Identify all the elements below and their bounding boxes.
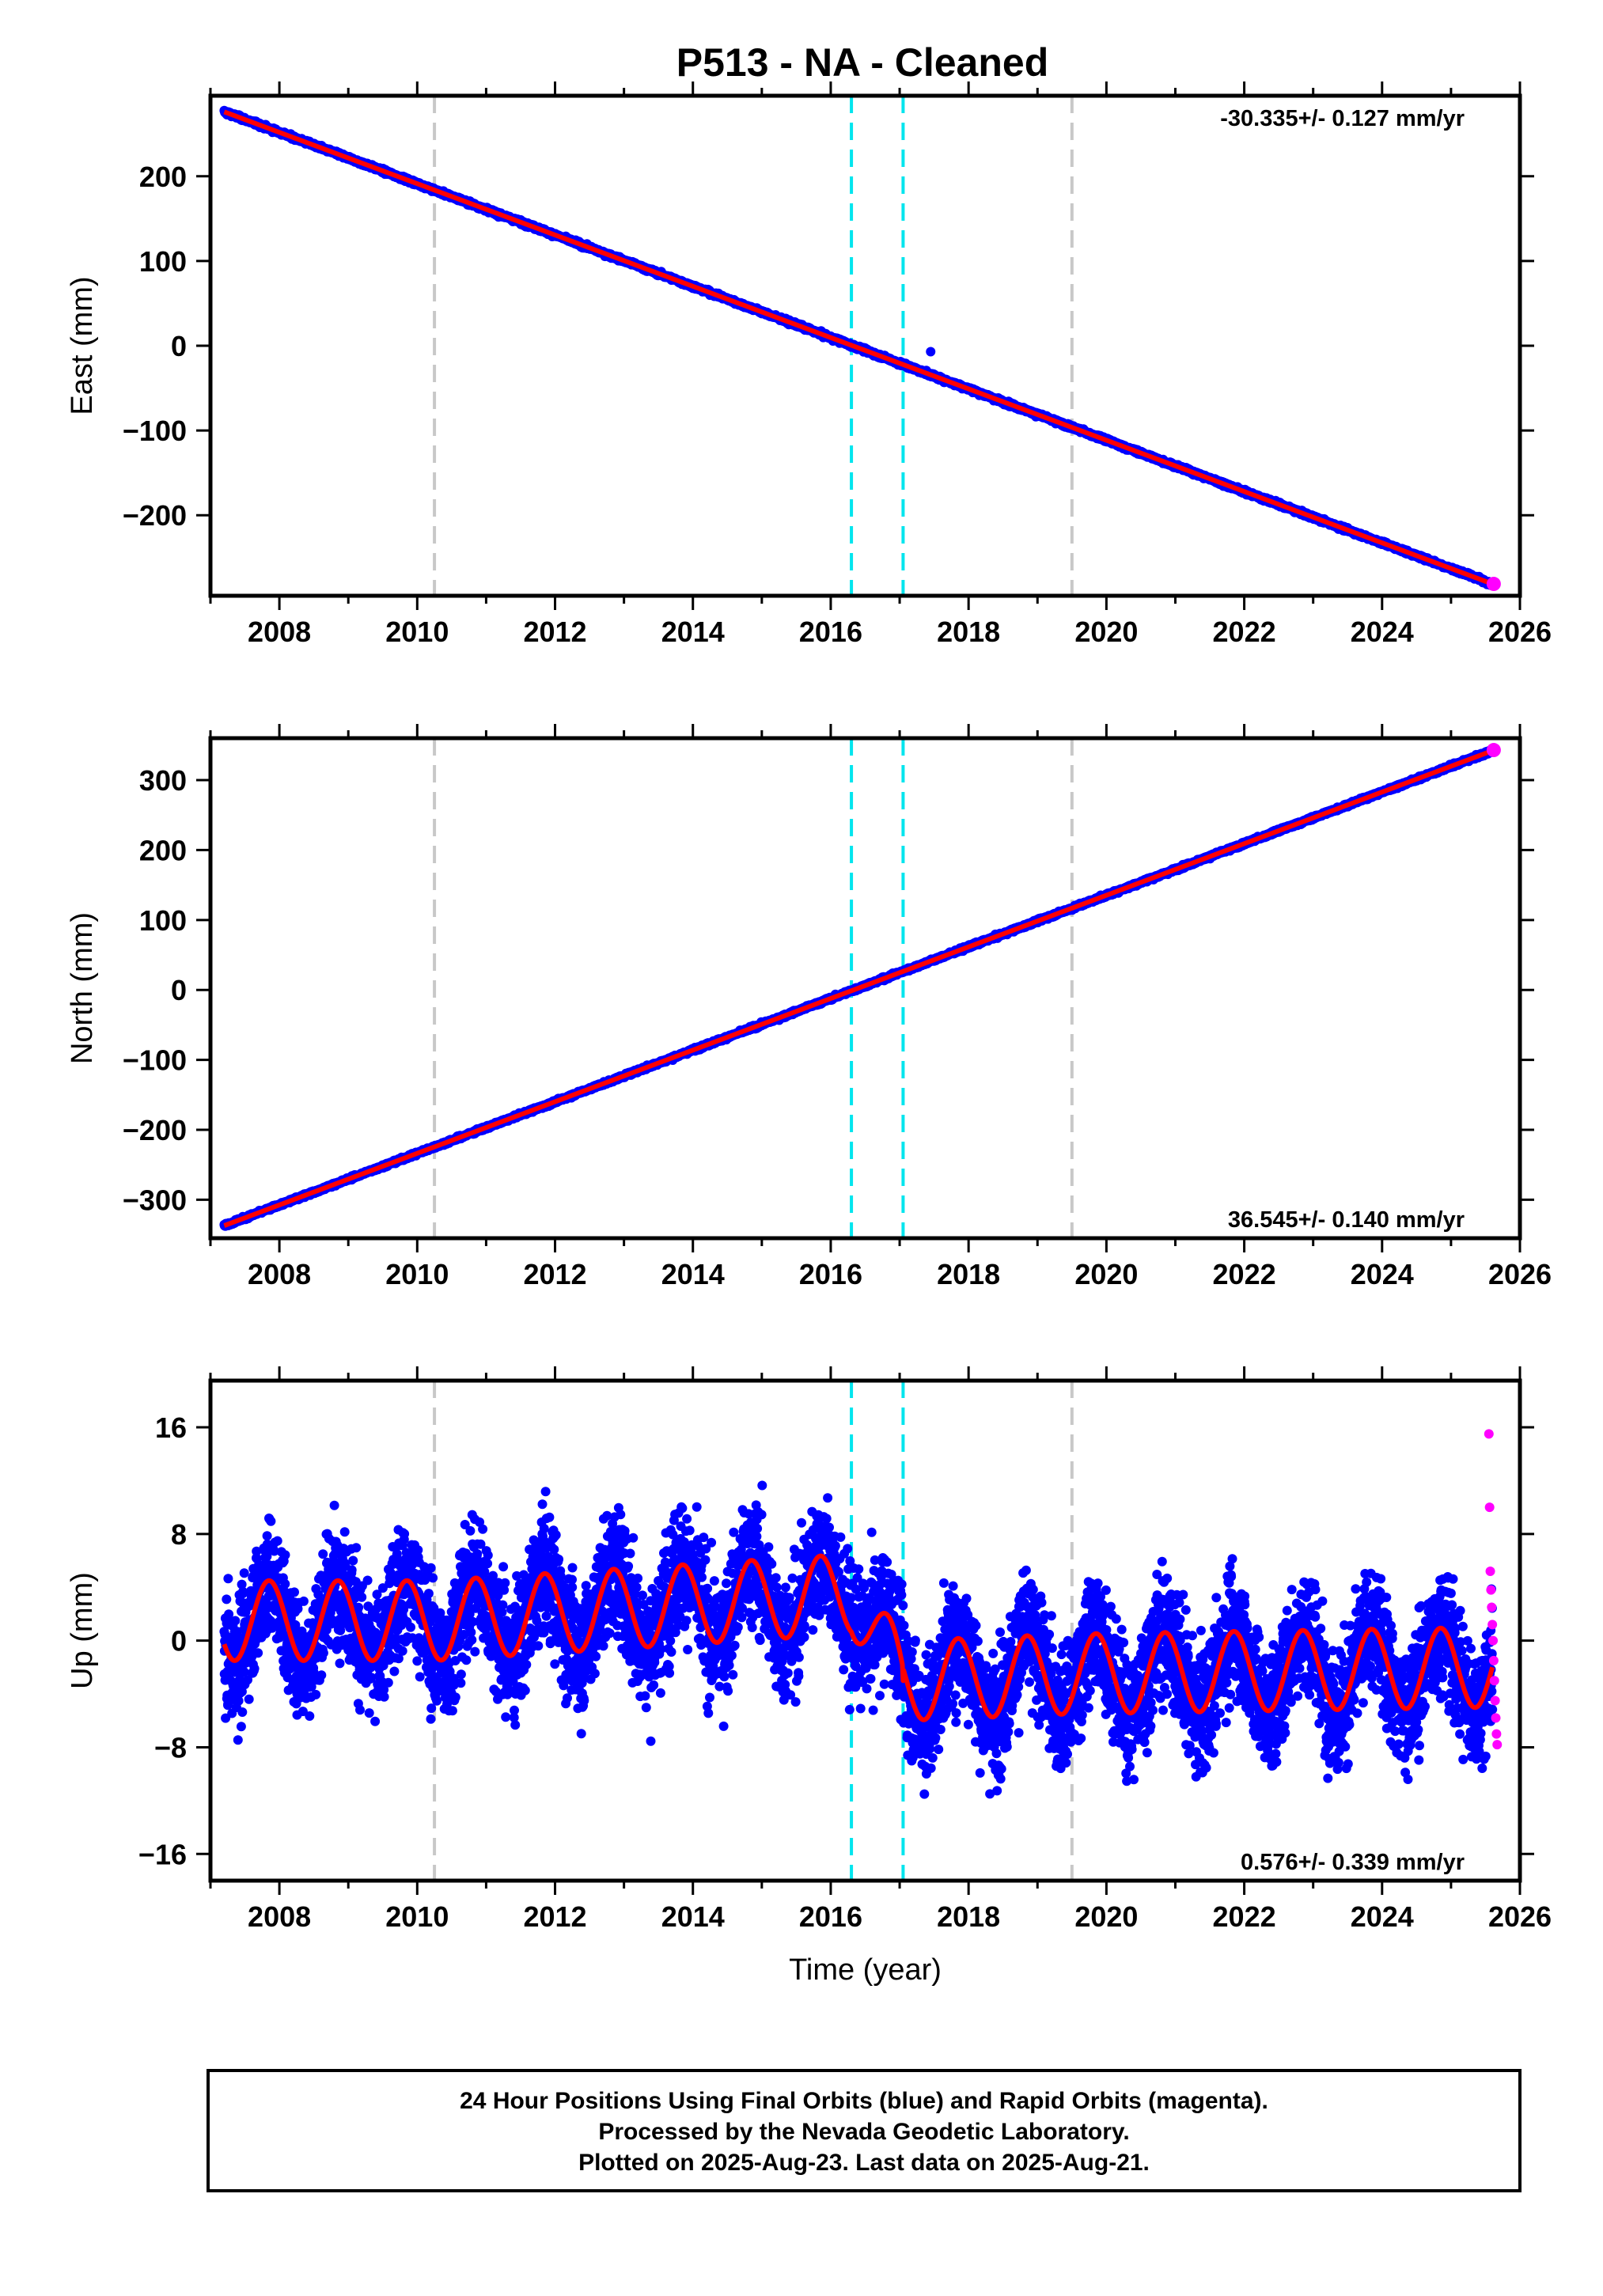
east-y-axis-label: East (mm): [66, 276, 99, 415]
east-x-tick-label: 2018: [937, 616, 1000, 648]
east-x-tick-label: 2024: [1351, 616, 1414, 648]
east-x-tick-label: 2020: [1074, 616, 1138, 648]
east-y-tick-label: 200: [139, 161, 187, 193]
east-outlier-point: [926, 347, 936, 357]
east-plot-layer: [219, 96, 1501, 596]
east-x-tick-label: 2014: [661, 616, 725, 648]
east-rapid-orbit-point: [1486, 577, 1501, 592]
east-rapid-orbit-points: [1486, 577, 1501, 592]
east-y-tick-label: 0: [171, 330, 187, 362]
east-y-tick-label: −100: [123, 415, 187, 447]
east-x-tick-label: 2026: [1488, 616, 1552, 648]
east-y-tick-label: 100: [139, 245, 187, 278]
north-panel: 2008 2010 2012 2014 2016 2018 2020 2022 2024 2026…: [66, 724, 1552, 1290]
east-x-tick-label: 2010: [385, 616, 449, 648]
east-rate-annotation: -30.335+/- 0.127 mm/yr: [1220, 106, 1465, 131]
east-panel: 2008 2010 2012 2014 2016 2018 2020 2022 2024 2026…: [66, 81, 1552, 648]
east-y-tick-label: −200: [123, 499, 187, 532]
east-x-tick-label: 2022: [1213, 616, 1276, 648]
chart-title: P513 - NA - Cleaned: [676, 40, 1049, 85]
east-x-tick-label: 2012: [523, 616, 586, 648]
east-x-tick-label: 2008: [248, 616, 311, 648]
east-x-tick-label: 2016: [799, 616, 862, 648]
